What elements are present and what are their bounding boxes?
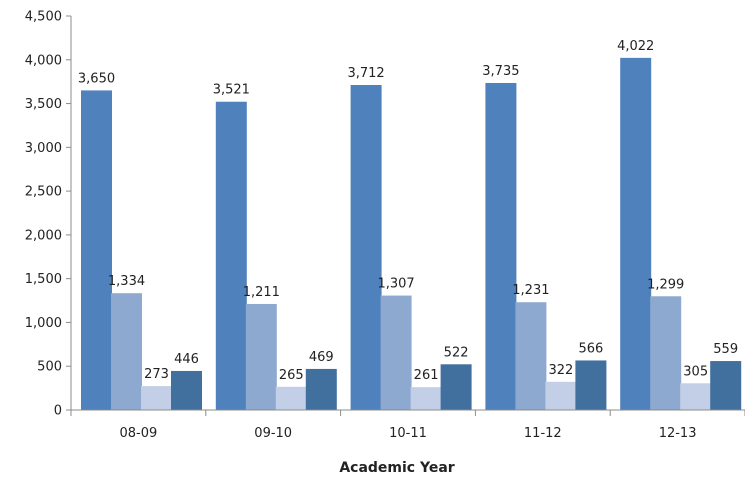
data-label: 1,307 bbox=[377, 277, 414, 292]
bar bbox=[215, 101, 247, 410]
data-label: 1,211 bbox=[243, 285, 280, 300]
bar bbox=[710, 361, 742, 410]
y-tick-label: 3,500 bbox=[25, 97, 62, 112]
bar bbox=[141, 386, 172, 410]
bar bbox=[111, 293, 142, 410]
bars-group bbox=[81, 57, 742, 410]
bar bbox=[305, 368, 337, 410]
x-tick-label: 11-12 bbox=[524, 426, 562, 441]
data-label: 522 bbox=[444, 345, 469, 360]
data-label: 4,022 bbox=[617, 39, 654, 54]
bar bbox=[350, 84, 382, 410]
x-tick-label: 08-09 bbox=[120, 426, 158, 441]
x-tick-label: 12-13 bbox=[659, 426, 697, 441]
bar bbox=[275, 386, 307, 410]
y-tick-label: 2,000 bbox=[25, 228, 62, 243]
bar bbox=[650, 296, 682, 410]
data-label: 1,231 bbox=[512, 283, 549, 298]
bar bbox=[440, 364, 472, 410]
y-tick-label: 500 bbox=[37, 360, 62, 375]
axes-group: 0 500 1,000 1,500 2,000 2,500 3,000 3,500 4,000 4… bbox=[25, 10, 745, 441]
data-label: 261 bbox=[414, 368, 439, 383]
data-label: 1,299 bbox=[647, 277, 684, 292]
data-label: 566 bbox=[578, 341, 603, 356]
y-tick-label: 4,500 bbox=[25, 10, 62, 25]
data-label: 469 bbox=[309, 350, 334, 365]
bar bbox=[380, 295, 412, 410]
bar bbox=[575, 360, 607, 410]
data-label: 305 bbox=[683, 364, 708, 379]
x-tick-label: 09-10 bbox=[254, 426, 292, 441]
data-label: 1,334 bbox=[108, 274, 145, 289]
x-axis-title: Academic Year bbox=[339, 460, 454, 476]
data-label: 322 bbox=[548, 363, 573, 378]
data-label: 3,521 bbox=[213, 83, 250, 98]
bar bbox=[545, 381, 577, 410]
data-label: 446 bbox=[174, 352, 199, 367]
y-tick-label: 0 bbox=[54, 404, 62, 419]
bar bbox=[680, 383, 712, 410]
bar bbox=[515, 302, 547, 410]
bar bbox=[485, 82, 517, 410]
y-tick-label: 1,500 bbox=[25, 272, 62, 287]
data-label: 265 bbox=[279, 368, 304, 383]
data-label: 3,735 bbox=[482, 64, 519, 79]
bar bbox=[620, 57, 652, 410]
x-tick-label: 10-11 bbox=[389, 426, 427, 441]
data-label: 273 bbox=[144, 367, 169, 382]
y-tick-label: 3,000 bbox=[25, 141, 62, 156]
y-tick-label: 4,000 bbox=[25, 53, 62, 68]
data-label: 3,650 bbox=[78, 71, 115, 86]
data-label: 559 bbox=[713, 342, 738, 357]
bar bbox=[171, 370, 202, 410]
y-tick-label: 1,000 bbox=[25, 316, 62, 331]
labels-group: 3,650 1,334 273 446 3,521 1,211 265 469 3,712 1,3… bbox=[78, 39, 738, 383]
bar bbox=[81, 90, 112, 410]
bar bbox=[245, 303, 277, 410]
y-tick-label: 2,500 bbox=[25, 185, 62, 200]
bar bbox=[410, 387, 442, 410]
data-label: 3,712 bbox=[347, 66, 384, 81]
